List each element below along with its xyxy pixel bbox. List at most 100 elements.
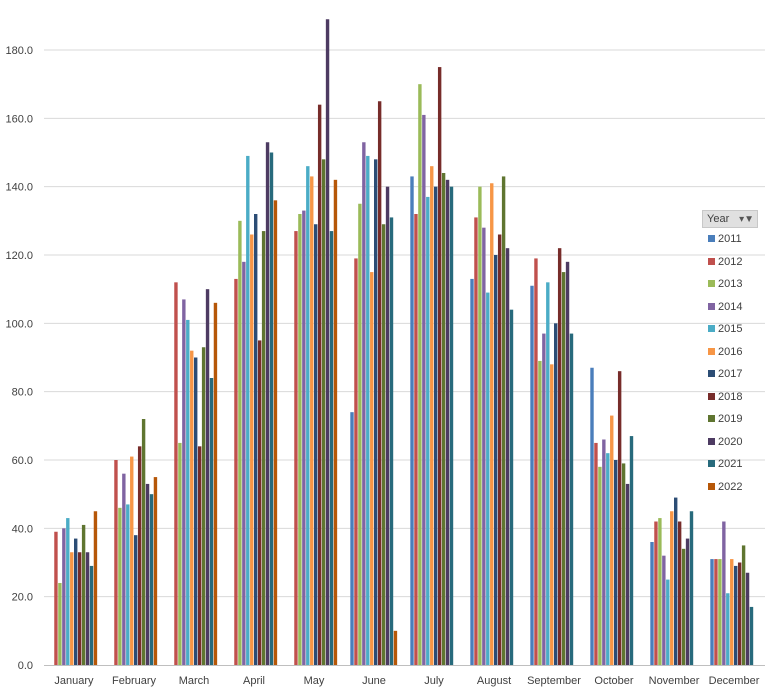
bar-2019-april [261,231,266,665]
bar-2019-september [561,272,566,665]
y-tick-label: 80.0 [12,387,33,399]
bar-2016-august [490,183,494,665]
legend-item-2016[interactable]: 2016 [702,341,758,364]
bar-2019-august [501,176,506,666]
bar-2014-october [602,439,606,665]
x-tick-label: October [594,675,633,687]
bar-2013-july [418,84,422,666]
bar-2020-december [745,572,750,665]
bar-2017-july [434,186,438,666]
y-tick-label: 140.0 [5,182,33,194]
x-tick-label: December [709,675,760,687]
bar-2013-september [538,360,542,665]
bar-2012-january [54,531,58,665]
x-tick-label: August [477,675,511,687]
bar-2019-january [81,524,86,665]
bar-2019-july [441,173,446,665]
x-tick-label: January [54,675,94,687]
legend-swatch [708,437,715,445]
bar-2012-february [114,460,118,665]
bar-2014-february [122,473,126,665]
legend-label: 2015 [718,323,743,335]
bar-2015-july [426,196,430,666]
bar-2016-july [430,166,434,666]
x-axis-tick-labels: January February March April May June July Augu… [54,675,759,687]
legend-swatch [708,347,715,355]
bar-2016-december [730,559,734,665]
y-tick-label: 120.0 [5,250,33,262]
bar-2013-august [478,186,482,666]
legend-item-2021[interactable]: 2021 [702,453,758,476]
bar-2015-march [186,319,190,665]
bar-2018-february [137,446,142,665]
bar-2013-november [658,518,662,665]
bar-2015-november [666,579,670,665]
legend: Year ▾▼ 2011 2012 2013 2014 2015 2016 2017 2018… [702,210,758,498]
bar-2016-october [610,415,614,665]
bar-2019-november [681,548,686,665]
legend-label: 2022 [718,480,743,493]
bar-2015-december [726,593,730,665]
y-tick-label: 0.0 [18,660,33,672]
bar-2018-april [257,340,262,665]
bar-2012-june [354,258,358,665]
legend-item-2012[interactable]: 2012 [702,251,758,274]
legend-swatch [708,370,715,377]
bar-2011-july [410,176,414,666]
legend-item-2011[interactable]: 2011 [702,228,758,251]
legend-item-2018[interactable]: 2018 [702,386,758,409]
legend-swatch [708,280,715,287]
bar-2014-march [182,299,186,665]
legend-item-2015[interactable]: 2015 [702,318,758,341]
bar-2016-january [70,552,74,665]
y-tick-label: 180.0 [5,45,33,57]
legend-swatch [708,415,715,422]
bar-2011-december [710,559,714,665]
bar-2013-october [598,466,602,665]
bar-2021-march [209,378,214,665]
bar-2022-june [393,630,398,665]
legend-label: 2017 [718,368,743,380]
legend-item-2019[interactable]: 2019 [702,408,758,431]
bar-2013-february [118,507,122,665]
bar-2011-october [590,367,594,665]
bar-2016-june [370,272,374,665]
bar-2018-september [557,248,562,666]
legend-swatch [708,257,715,265]
x-tick-label: September [527,675,581,687]
bar-2020-august [505,248,510,666]
bar-2017-january [74,538,78,665]
bar-2018-june [377,101,382,665]
bar-2014-may [302,210,306,665]
legend-label: 2014 [718,300,743,313]
bar-2011-september [530,285,534,665]
legend-label: 2020 [718,435,743,448]
y-tick-label: 40.0 [12,523,33,535]
bar-2020-june [385,186,390,666]
bar-2020-october [625,483,630,665]
legend-item-2020[interactable]: 2020 [702,431,758,454]
bar-2021-january [89,565,94,665]
bar-2020-march [205,289,210,665]
legend-filter-button[interactable]: Year ▾▼ [702,210,758,228]
bar-2014-december [722,521,726,665]
bar-2011-august [470,278,474,665]
bar-2021-april [269,152,274,665]
legend-item-2017[interactable]: 2017 [702,363,758,386]
bar-2020-february [145,483,150,665]
bar-2016-april [250,234,254,665]
bar-2014-september [542,333,546,665]
legend-label: 2019 [718,413,743,425]
bar-2011-june [350,412,354,665]
bar-2019-february [141,419,146,665]
bar-2015-september [546,282,550,665]
bar-2015-april [246,155,250,666]
bar-2021-february [149,494,154,665]
legend-item-2013[interactable]: 2013 [702,273,758,296]
legend-label: 2021 [718,458,743,470]
filter-icon[interactable]: ▾▼ [739,214,754,225]
legend-item-2022[interactable]: 2022 [702,476,758,499]
legend-item-2014[interactable]: 2014 [702,296,758,319]
bar-2017-may [314,224,318,665]
bar-2018-may [317,104,322,666]
